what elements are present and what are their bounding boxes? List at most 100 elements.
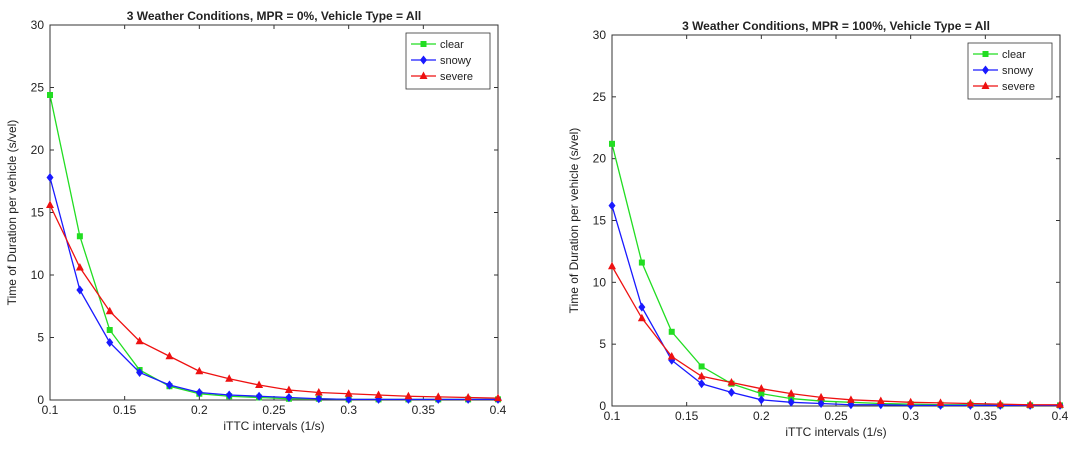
- data-point-severe: [344, 389, 353, 397]
- data-point-severe: [135, 336, 144, 345]
- x-tick-label: 0.25: [824, 409, 848, 423]
- x-tick-label: 0.15: [675, 409, 699, 423]
- series-line-snowy: [49, 177, 498, 401]
- legend-box: [405, 32, 491, 90]
- legend: clear snowy severe: [405, 32, 491, 90]
- data-point-severe: [757, 384, 766, 392]
- y-tick-label: 0: [599, 399, 606, 413]
- legend-marker-severe: [981, 81, 990, 89]
- legend-marker-clear: [420, 41, 427, 47]
- legend-label-clear: clear: [440, 39, 464, 51]
- y-tick-label: 0: [37, 393, 44, 407]
- x-tick-label: 0.35: [974, 409, 998, 423]
- data-point-clear: [668, 328, 675, 335]
- chart-mpr-0: 3 Weather Conditions, MPR = 0%, Vehicle …: [5, 9, 507, 433]
- x-tick-label: 0.15: [113, 403, 137, 417]
- legend-box: [967, 42, 1053, 100]
- y-tick-label: 25: [31, 81, 45, 95]
- data-point-snowy: [255, 391, 263, 401]
- x-tick-label: 0.3: [340, 403, 357, 417]
- data-point-snowy: [46, 173, 54, 182]
- legend-label-snowy: snowy: [1002, 65, 1034, 77]
- chart-title: 3 Weather Conditions, MPR = 0%, Vehicle …: [127, 9, 422, 23]
- data-point-severe: [906, 397, 915, 406]
- y-tick-label: 5: [599, 337, 606, 351]
- data-point-severe: [494, 393, 502, 402]
- data-point-severe: [404, 391, 413, 400]
- data-point-clear: [609, 140, 615, 147]
- chart-mpr-100: 3 Weather Conditions, MPR = 100%, Vehicl…: [567, 19, 1069, 439]
- series-line-severe: [49, 204, 499, 399]
- data-point-severe: [75, 263, 84, 271]
- data-point-severe: [225, 374, 234, 382]
- data-point-severe: [105, 306, 114, 315]
- data-point-clear: [698, 363, 705, 370]
- y-tick-label: 30: [593, 28, 607, 42]
- data-point-snowy: [608, 201, 616, 211]
- data-point-severe: [936, 398, 945, 406]
- data-point-severe: [996, 399, 1005, 408]
- data-point-severe: [667, 352, 676, 360]
- legend-marker-severe: [419, 71, 428, 79]
- data-point-snowy: [136, 368, 144, 377]
- data-point-severe: [195, 366, 204, 375]
- y-tick-label: 15: [31, 206, 45, 220]
- y-tick-label: 10: [593, 275, 607, 289]
- series-line-snowy: [611, 205, 1060, 407]
- data-point-clear: [758, 390, 765, 397]
- data-point-snowy: [285, 393, 293, 402]
- y-tick-label: 5: [37, 331, 44, 345]
- data-point-snowy: [638, 302, 646, 312]
- chart-title: 3 Weather Conditions, MPR = 100%, Vehicl…: [682, 19, 990, 33]
- x-tick-label: 0.4: [1052, 409, 1069, 423]
- data-point-snowy: [76, 285, 84, 295]
- data-point-snowy: [698, 379, 706, 389]
- x-tick-label: 0.3: [902, 409, 919, 423]
- data-point-clear: [47, 92, 53, 98]
- data-point-snowy: [727, 387, 735, 397]
- legend-label-clear: clear: [1002, 49, 1026, 61]
- legend-label-severe: severe: [440, 71, 473, 83]
- legend: clear snowy severe: [967, 42, 1053, 100]
- data-point-snowy: [315, 394, 323, 404]
- x-tick-label: 0.35: [412, 403, 436, 417]
- x-tick-label: 0.4: [490, 403, 507, 417]
- series-severe: [608, 261, 1064, 408]
- data-point-snowy: [165, 380, 173, 390]
- data-point-snowy: [757, 395, 765, 405]
- data-point-snowy: [106, 338, 114, 347]
- data-point-snowy: [817, 399, 825, 409]
- data-point-severe: [637, 313, 646, 322]
- data-point-severe: [284, 385, 293, 393]
- data-point-severe: [46, 200, 54, 208]
- data-point-severe: [165, 351, 174, 360]
- data-point-snowy: [345, 394, 353, 404]
- x-tick-label: 0.25: [262, 403, 286, 417]
- legend-marker-snowy: [420, 55, 427, 65]
- y-tick-label: 20: [593, 152, 607, 166]
- x-tick-label: 0.1: [604, 409, 621, 423]
- y-tick-label: 30: [31, 18, 45, 32]
- y-tick-label: 15: [593, 214, 607, 228]
- data-point-severe: [464, 393, 473, 401]
- y-axis-label: Time of Duration per vehicle (s/vel): [5, 120, 19, 306]
- data-point-snowy: [195, 388, 203, 397]
- legend-marker-snowy: [982, 65, 989, 75]
- data-point-severe: [255, 380, 264, 388]
- data-point-severe: [966, 399, 975, 407]
- y-tick-label: 25: [593, 90, 607, 104]
- y-tick-label: 20: [31, 143, 45, 157]
- data-point-clear: [638, 259, 645, 266]
- x-axis-label: iTTC intervals (1/s): [223, 419, 324, 433]
- legend-label-snowy: snowy: [440, 55, 472, 67]
- data-point-severe: [727, 378, 736, 386]
- y-tick-label: 10: [31, 268, 45, 282]
- data-point-clear: [106, 327, 113, 333]
- data-point-severe: [846, 395, 855, 403]
- series-line-severe: [611, 265, 1060, 406]
- legend-marker-clear: [982, 51, 989, 57]
- legend-label-severe: severe: [1002, 81, 1035, 93]
- data-point-severe: [876, 396, 885, 405]
- data-point-severe: [314, 388, 323, 396]
- data-point-severe: [787, 389, 796, 397]
